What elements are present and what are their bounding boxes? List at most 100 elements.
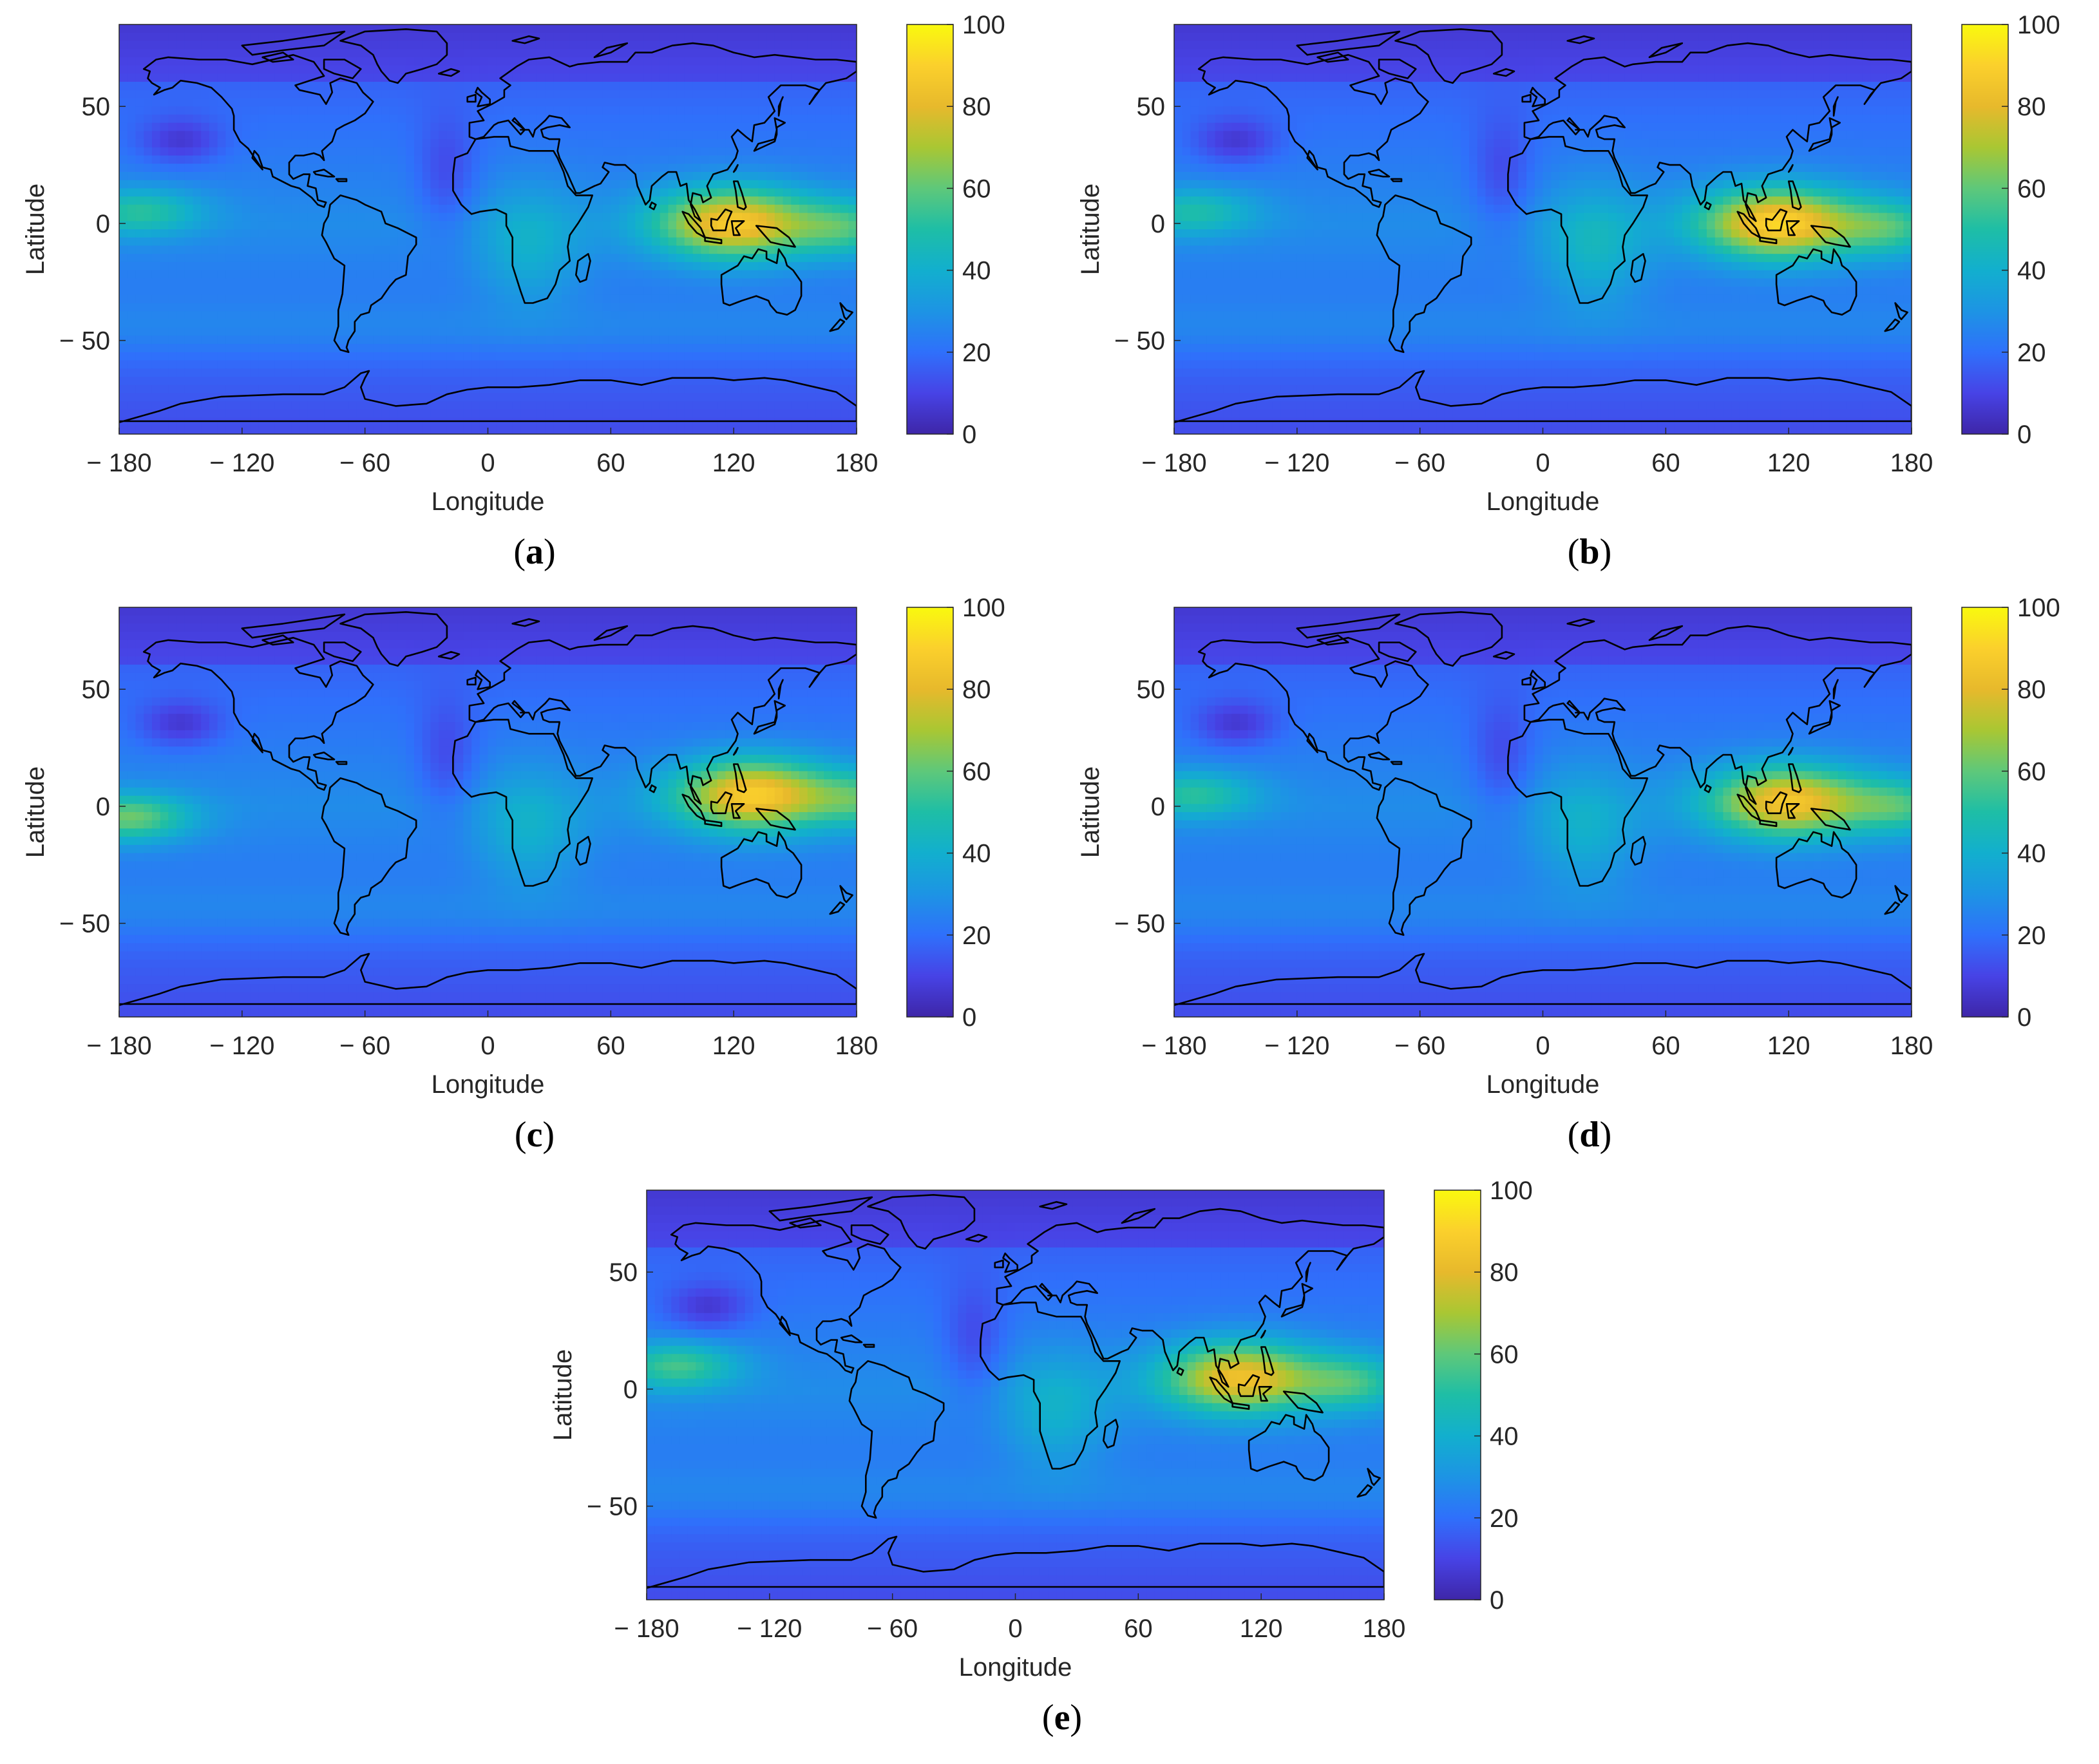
heatmap-cell [217, 24, 227, 33]
heatmap-cell [1248, 24, 1257, 33]
heatmap-cell [734, 401, 743, 410]
heatmap-cell [209, 139, 218, 148]
heatmap-cell [717, 106, 727, 115]
heatmap-cell [815, 287, 824, 296]
heatmap-cell [135, 384, 144, 394]
heatmap-cell [1879, 32, 1888, 42]
heatmap-cell [389, 196, 399, 205]
heatmap-cell [463, 49, 472, 58]
heatmap-cell [299, 368, 309, 377]
heatmap-cell [1313, 32, 1322, 42]
heatmap-cell [217, 65, 227, 75]
heatmap-cell [488, 221, 497, 230]
heatmap-cell [1764, 24, 1773, 33]
heatmap-cell [463, 139, 472, 148]
heatmap-cell [406, 368, 415, 377]
heatmap-cell [709, 287, 718, 296]
heatmap-cell [512, 393, 522, 402]
heatmap-cell [373, 409, 382, 419]
heatmap-cell [348, 213, 357, 222]
heatmap-cell [676, 270, 685, 280]
heatmap-cell [348, 303, 357, 312]
heatmap-cell [135, 32, 144, 42]
heatmap-cell [119, 65, 128, 75]
heatmap-cell [504, 311, 513, 320]
heatmap-cell [569, 196, 579, 205]
heatmap-cell [160, 336, 169, 345]
heatmap-cell [651, 254, 661, 263]
heatmap-cell [439, 360, 448, 369]
heatmap-cell [127, 409, 137, 419]
heatmap-cell [692, 344, 702, 353]
heatmap-cell [602, 254, 612, 263]
heatmap-cell [578, 303, 587, 312]
heatmap-cell [234, 180, 243, 189]
heatmap-cell [299, 417, 309, 427]
heatmap-cell [234, 384, 243, 394]
heatmap-cell [414, 73, 423, 82]
heatmap-cell [824, 393, 833, 402]
heatmap-cell [217, 261, 227, 271]
heatmap-cell [439, 98, 448, 107]
heatmap-cell [184, 106, 194, 115]
heatmap-cell [799, 393, 808, 402]
heatmap-cell [471, 336, 480, 345]
heatmap-cell [488, 327, 497, 337]
heatmap-cell [299, 213, 309, 222]
heatmap-cell [397, 409, 407, 419]
heatmap-cell [168, 393, 177, 402]
heatmap-cell [127, 196, 137, 205]
heatmap-cell [725, 147, 734, 156]
heatmap-cell [193, 65, 202, 75]
heatmap-cell [406, 73, 415, 82]
heatmap-cell [209, 41, 218, 50]
heatmap-cell [1329, 41, 1339, 50]
heatmap-cell [201, 24, 210, 33]
heatmap-cell [741, 155, 751, 164]
heatmap-cell [488, 409, 497, 419]
heatmap-cell [734, 393, 743, 402]
heatmap-cell [324, 254, 333, 263]
heatmap-cell [193, 24, 202, 33]
heatmap-cell [217, 155, 227, 164]
heatmap-cell [316, 221, 325, 230]
heatmap-cell [439, 352, 448, 361]
heatmap-cell [250, 237, 260, 247]
heatmap-cell [824, 245, 833, 254]
heatmap-cell [144, 303, 153, 312]
heatmap-cell [144, 204, 153, 214]
heatmap-cell [225, 393, 234, 402]
heatmap-cell [406, 122, 415, 132]
heatmap-cell [635, 287, 644, 296]
heatmap-cell [1510, 57, 1519, 66]
heatmap-cell [602, 344, 612, 353]
heatmap-cell [151, 98, 161, 107]
heatmap-cell [324, 352, 333, 361]
heatmap-cell [1526, 32, 1535, 42]
heatmap-cell [340, 155, 349, 164]
heatmap-cell [250, 287, 260, 296]
heatmap-cell [504, 261, 513, 271]
heatmap-cell [774, 270, 784, 280]
heatmap-cell [725, 278, 734, 287]
heatmap-cell [144, 417, 153, 427]
heatmap-cell [160, 180, 169, 189]
heatmap-cell [267, 409, 276, 419]
heatmap-cell [250, 384, 260, 394]
heatmap-cell [725, 196, 734, 205]
heatmap-cell [815, 188, 824, 197]
heatmap-cell [1452, 41, 1462, 50]
heatmap-cell [160, 204, 169, 214]
heatmap-cell [807, 377, 817, 386]
heatmap-cell [193, 188, 202, 197]
heatmap-cell [463, 327, 472, 337]
heatmap-cell [1239, 49, 1249, 58]
heatmap-cell [439, 188, 448, 197]
heatmap-cell [799, 213, 808, 222]
heatmap-cell [430, 303, 439, 312]
heatmap-cell [701, 384, 710, 394]
heatmap-cell [332, 377, 341, 386]
heatmap-cell [848, 114, 857, 124]
heatmap-cell [479, 417, 489, 427]
heatmap-cell [430, 409, 439, 419]
